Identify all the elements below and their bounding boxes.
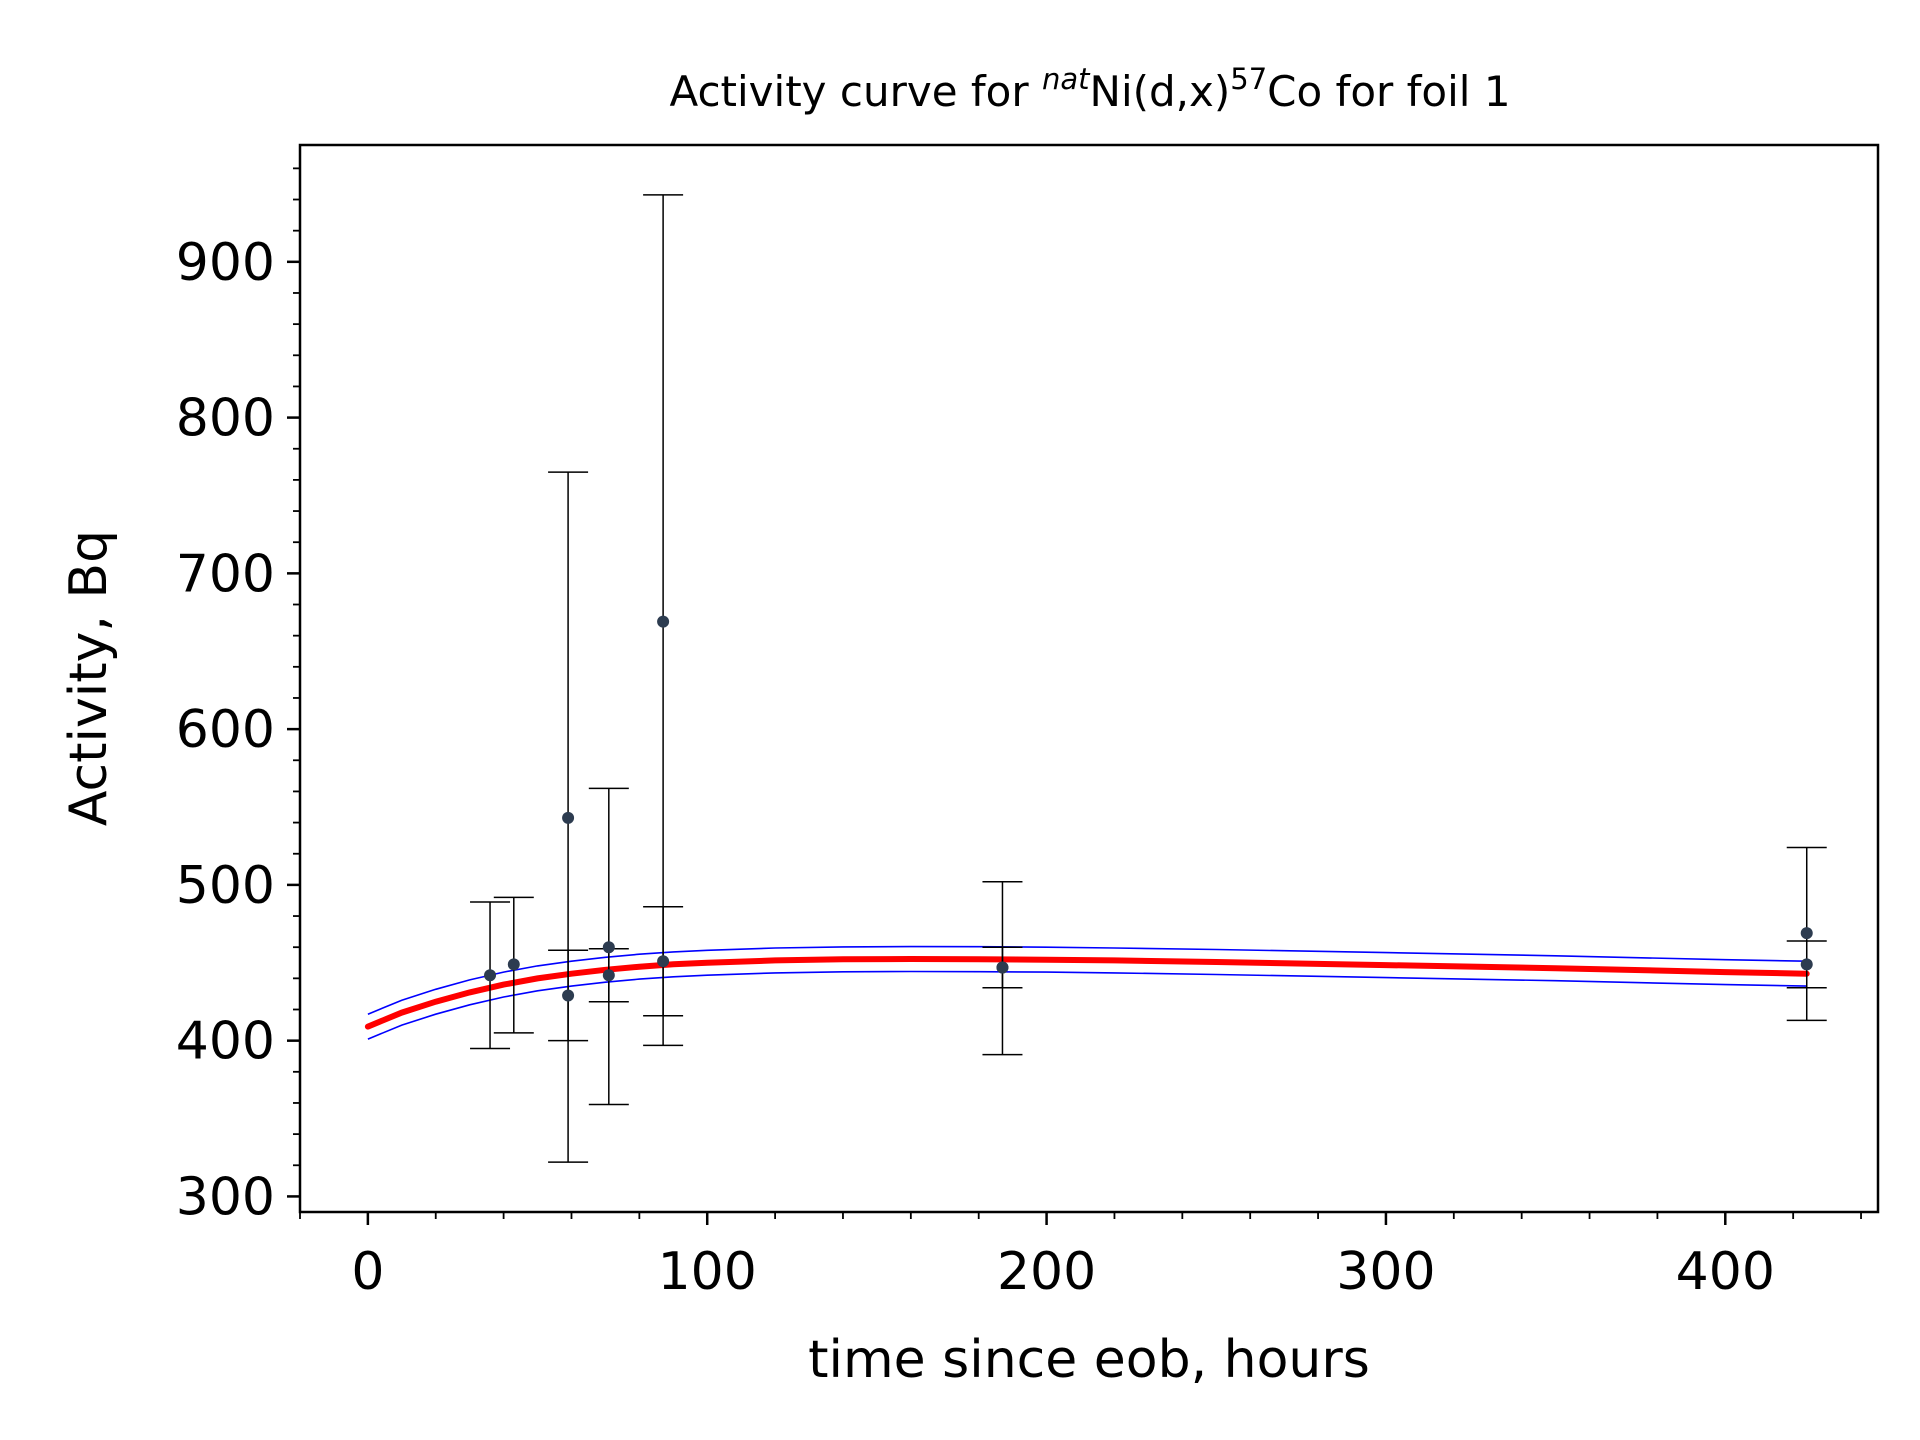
chart-title-sup-nat: nat bbox=[1042, 62, 1091, 96]
chart-title: Activity curve for natNi(d,x)57Co for fo… bbox=[669, 62, 1510, 116]
y-tick-label: 900 bbox=[176, 233, 275, 293]
data-point bbox=[1800, 927, 1813, 940]
data-point bbox=[657, 955, 670, 968]
plot-layer bbox=[364, 194, 1827, 1163]
x-tick-label: 300 bbox=[1336, 1242, 1435, 1302]
data-point bbox=[507, 958, 520, 971]
x-tick-label: 400 bbox=[1676, 1242, 1775, 1302]
fit-curve-line bbox=[364, 955, 1810, 1030]
y-tick-label: 500 bbox=[176, 856, 275, 916]
y-tick-label: 800 bbox=[176, 389, 275, 449]
x-axis-label: time since eob, hours bbox=[808, 1330, 1370, 1390]
plot-frame bbox=[298, 143, 1880, 1214]
data-point bbox=[602, 941, 615, 954]
chart-title-sup-mass: 57 bbox=[1230, 62, 1267, 96]
data-point bbox=[562, 989, 575, 1002]
x-tick-label: 200 bbox=[997, 1242, 1096, 1302]
axes-layer: 0 100 200 300 400 300 400 500 600 700 800 900 bbox=[176, 167, 1862, 1302]
y-axis-label: Activity, Bq bbox=[59, 530, 119, 826]
data-point bbox=[996, 961, 1009, 974]
x-tick-label: 0 bbox=[351, 1242, 384, 1302]
chart-title-mid: Ni(d,x) bbox=[1090, 67, 1231, 116]
fit-lower-band-line bbox=[367, 970, 1807, 1040]
data-point bbox=[562, 811, 575, 824]
y-tick-label: 300 bbox=[176, 1167, 275, 1227]
data-point bbox=[602, 969, 615, 982]
fit-upper-band-line bbox=[367, 945, 1807, 1015]
chart-title-prefix: Activity curve for bbox=[669, 67, 1042, 116]
data-point bbox=[1800, 958, 1813, 971]
y-tick-label: 400 bbox=[176, 1012, 275, 1072]
data-point bbox=[484, 969, 497, 982]
y-tick-label: 600 bbox=[176, 700, 275, 760]
chart-title-suffix: Co for foil 1 bbox=[1267, 67, 1510, 116]
y-tick-label: 700 bbox=[176, 544, 275, 604]
x-tick-label: 100 bbox=[658, 1242, 757, 1302]
data-point bbox=[657, 615, 670, 628]
